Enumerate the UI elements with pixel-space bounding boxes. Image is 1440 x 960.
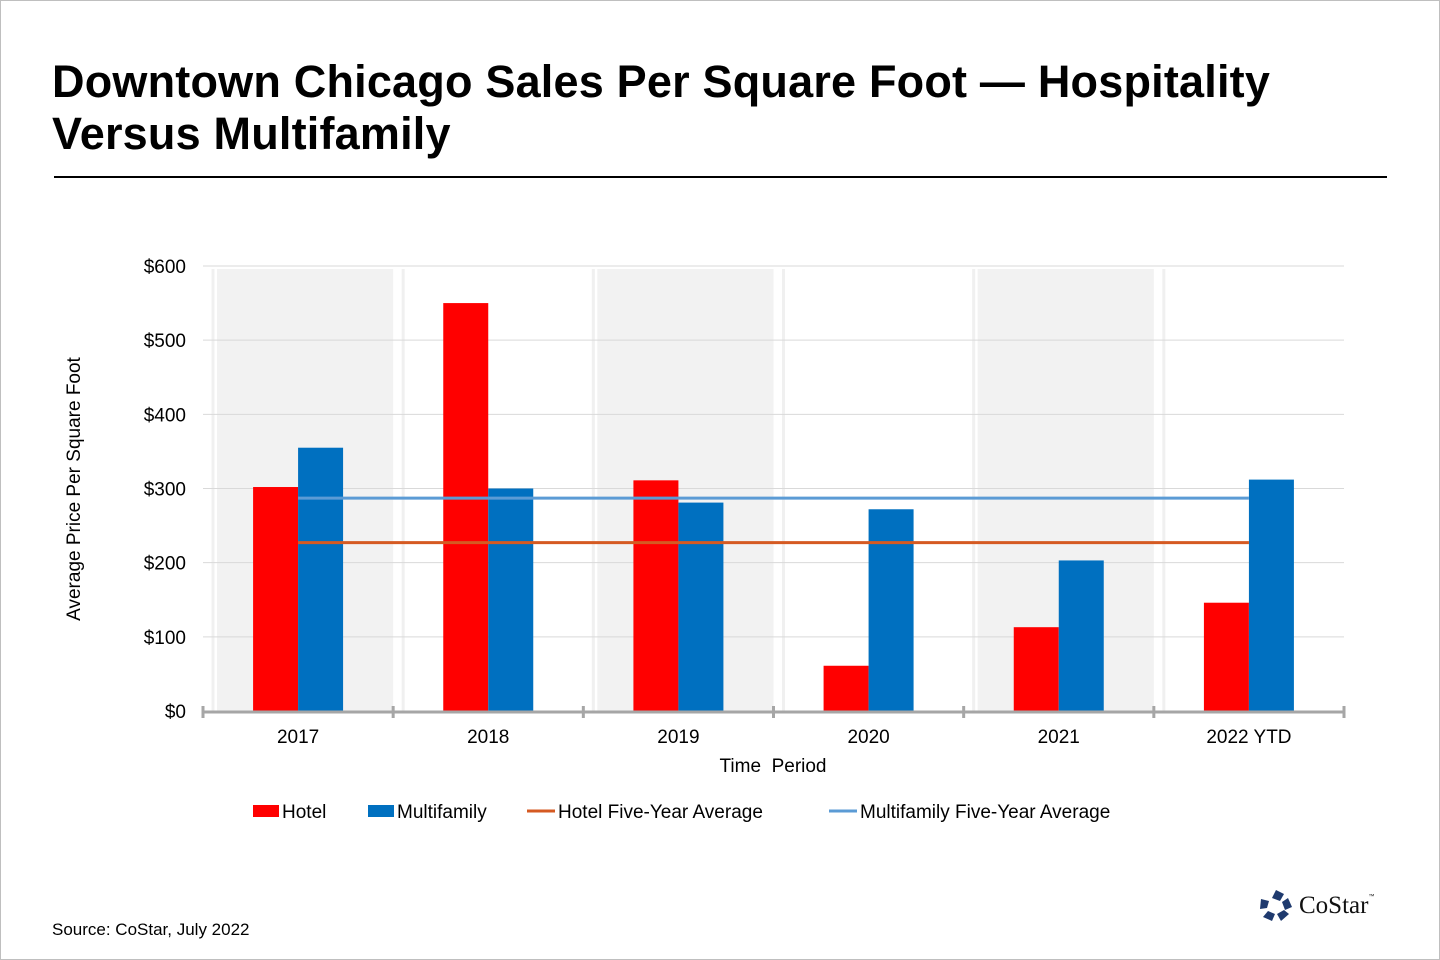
average-lines	[298, 496, 1249, 545]
x-tick-labels: 2017 2018 2019 2020 2021 2022 YTD	[277, 727, 1292, 748]
legend-label: Hotel Five-Year Average	[558, 802, 763, 823]
legend: Hotel Multifamily Hotel Five-Year Average M…	[253, 802, 1110, 823]
legend-label: Hotel	[282, 802, 326, 823]
trademark: ™	[1368, 894, 1375, 900]
y-tick-labels: $0 $100 $200 $300 $400 $500 $600	[144, 257, 186, 723]
costar-wordmark: CoStar™	[1299, 892, 1374, 920]
y-tick-label: $600	[144, 257, 186, 278]
legend-label: Multifamily	[397, 802, 487, 823]
bar-multifamily-2022-ytd	[1248, 479, 1294, 711]
bar-hotel-2021	[1013, 627, 1059, 711]
chart-title: Downtown Chicago Sales Per Square Foot —…	[52, 56, 1271, 159]
x-tick-label: 2021	[1038, 727, 1080, 748]
y-axis-title: Average Price Per Square Foot	[64, 356, 85, 620]
bar-hotel-2019	[633, 480, 679, 711]
bar-multifamily-2019	[678, 502, 724, 711]
source-note: Source: CoStar, July 2022	[52, 920, 250, 939]
bar-hotel-2020	[823, 665, 869, 711]
x-axis	[201, 706, 1346, 718]
y-tick-label: $100	[144, 628, 186, 649]
costar-logo: CoStar™	[1259, 890, 1374, 922]
bar-hotel-2022-ytd	[1203, 602, 1249, 711]
x-tick-label: 2017	[277, 727, 319, 748]
bar-multifamily-2021	[1058, 560, 1104, 711]
bars	[253, 303, 1294, 711]
costar-star-icon	[1260, 890, 1292, 921]
y-tick-label: $0	[165, 702, 186, 723]
x-tick-label: 2018	[467, 727, 509, 748]
bar-multifamily-2020	[868, 509, 914, 711]
y-tick-label: $200	[144, 554, 186, 575]
y-tick-label: $300	[144, 480, 186, 501]
bar-multifamily-2017	[298, 447, 344, 711]
x-axis-title: Time Period	[720, 756, 827, 777]
bar-multifamily-2018	[488, 488, 534, 711]
y-tick-label: $400	[144, 405, 186, 426]
logo-text: CoStar	[1299, 892, 1369, 919]
y-tick-label: $500	[144, 331, 186, 352]
title-divider	[54, 176, 1387, 178]
legend-swatch-hotel	[253, 805, 279, 817]
gridlines	[203, 265, 1344, 638]
legend-swatch-multifamily	[368, 805, 394, 817]
legend-label: Multifamily Five-Year Average	[860, 802, 1110, 823]
bar-hotel-2018	[443, 303, 489, 711]
x-tick-label: 2022 YTD	[1206, 727, 1291, 748]
bar-hotel-2017	[253, 487, 299, 711]
x-tick-label: 2019	[657, 727, 699, 748]
x-tick-label: 2020	[847, 727, 889, 748]
